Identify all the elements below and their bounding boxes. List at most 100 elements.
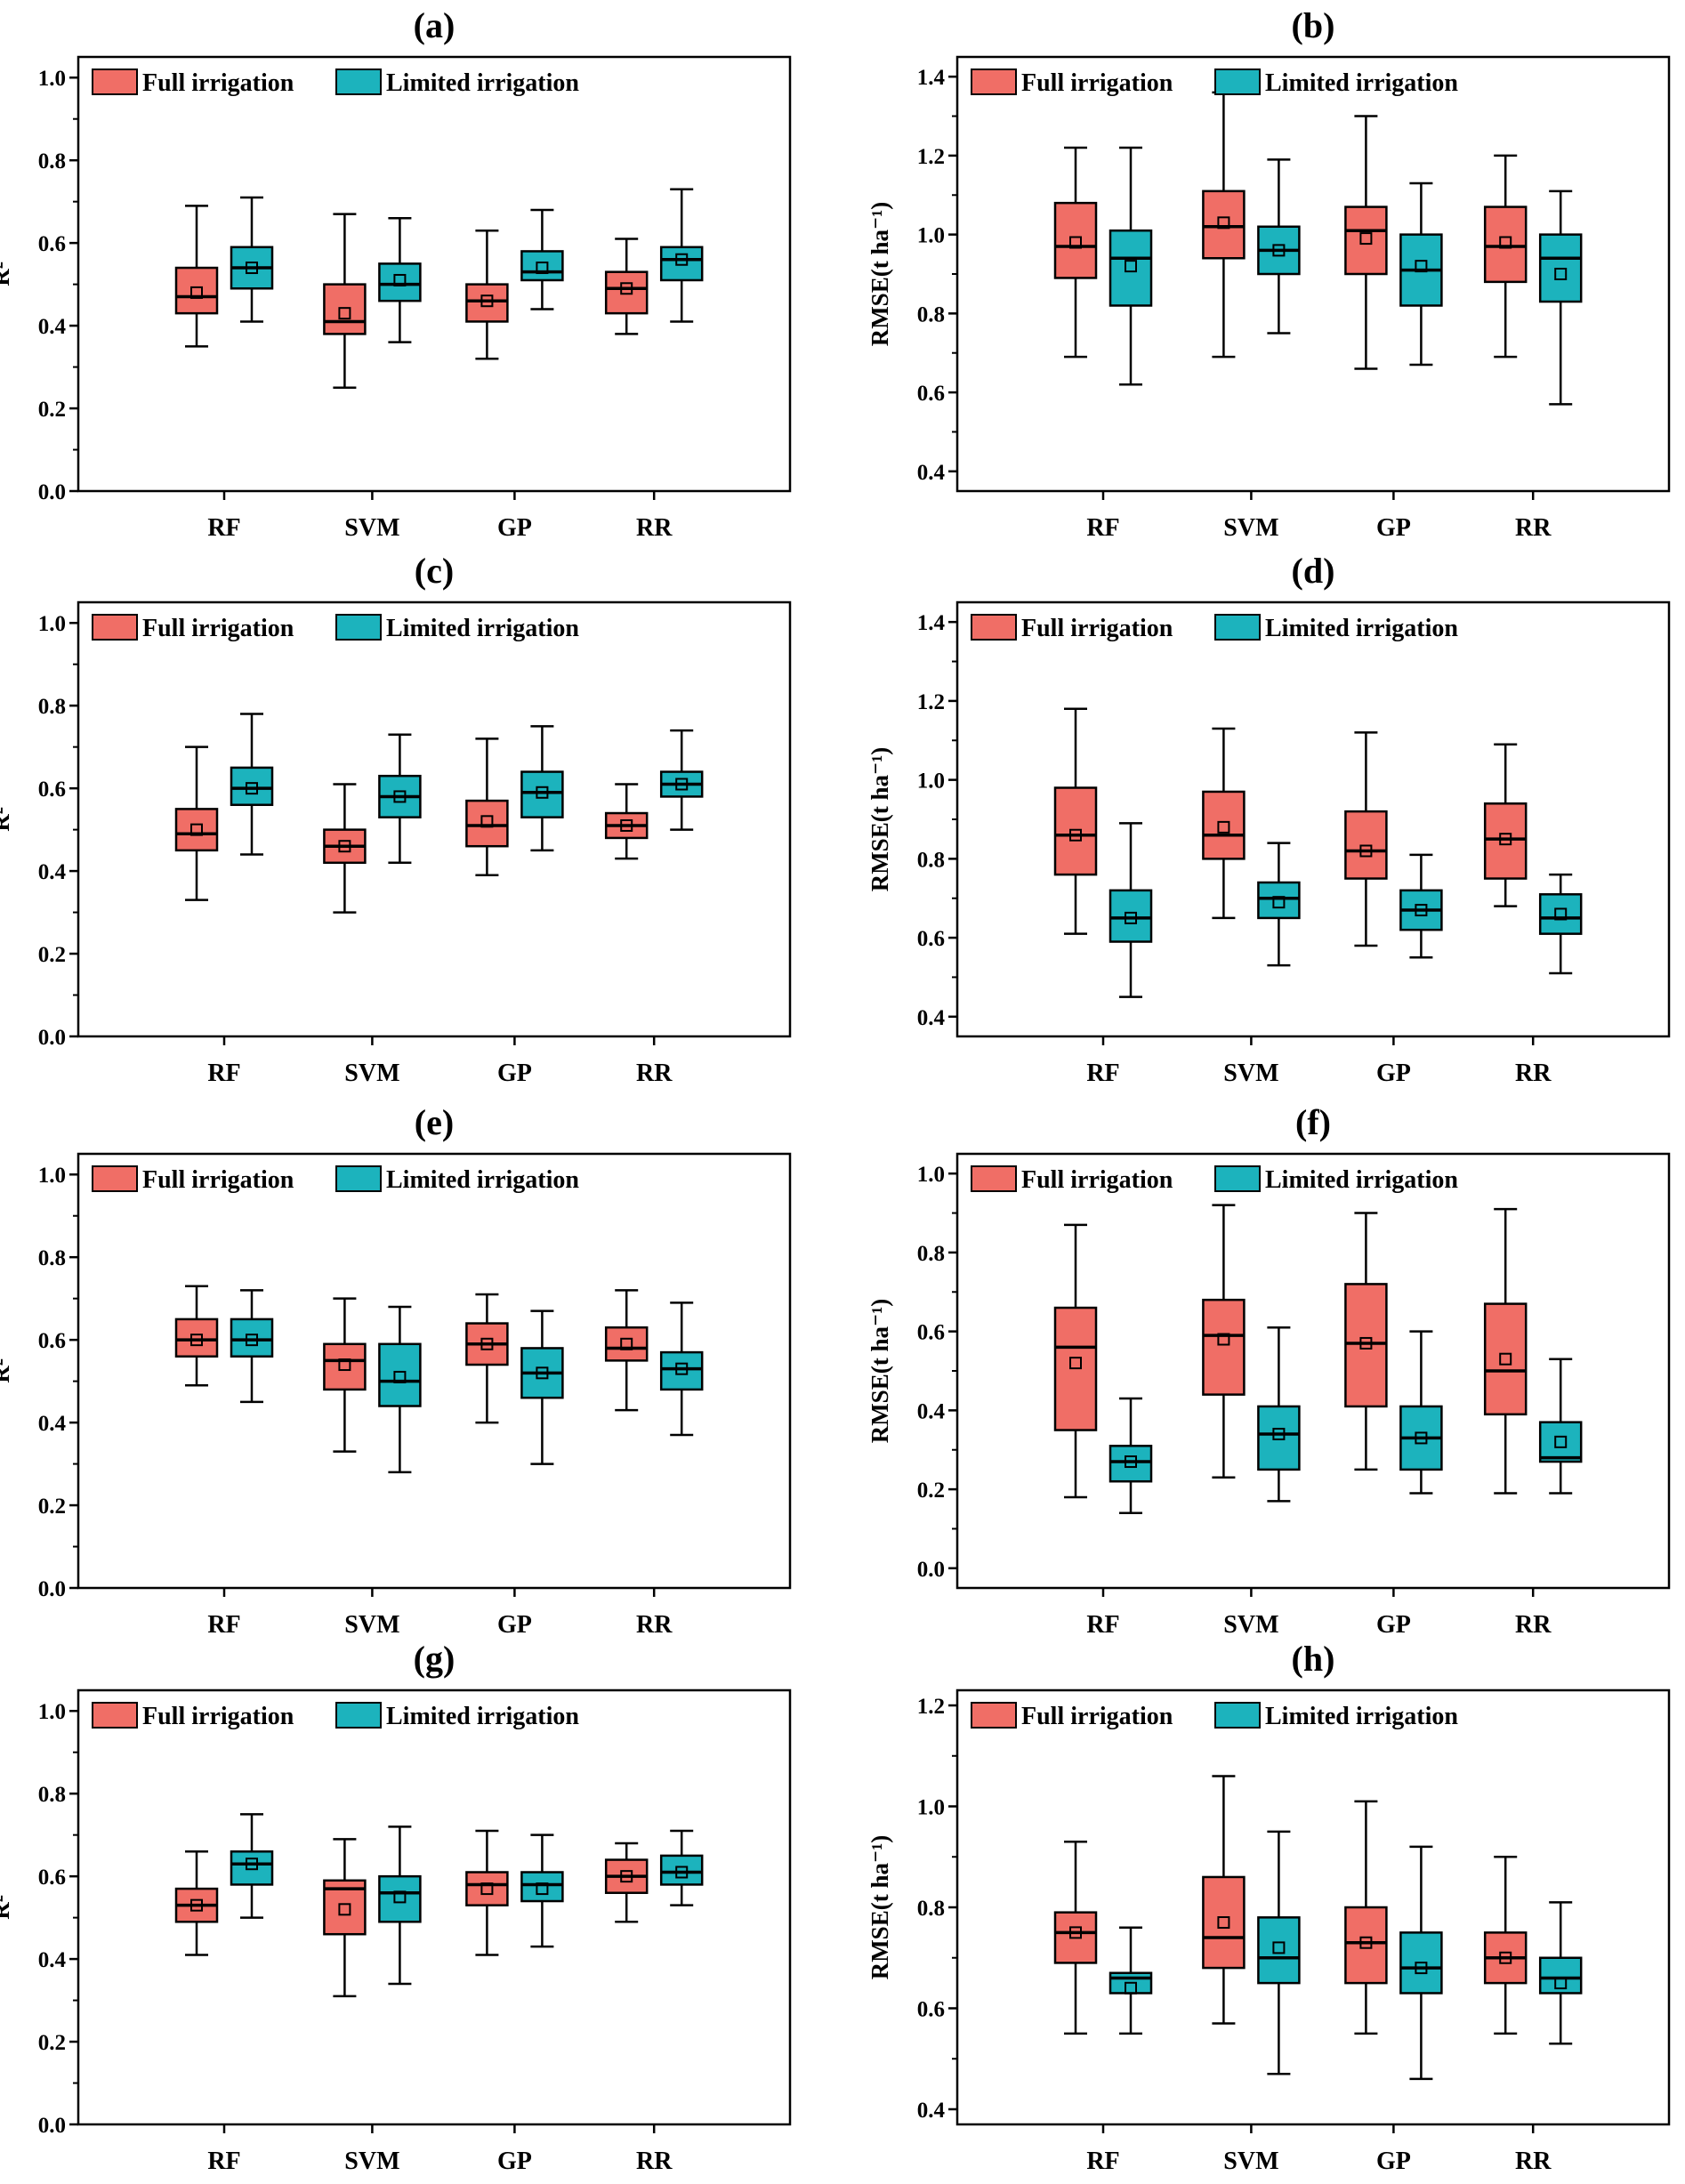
iqr-box [1109,889,1153,943]
panel-a: (a) 0.0 0.2 0.4 0.6 0.8 1.0 R² RF SVM GP RR Full irr… [0,5,792,542]
y-axis-label: R² [0,807,14,832]
y-tick-label: 0.4 [917,2099,946,2123]
box-limited-irrigation [378,217,422,343]
mean-marker [190,1334,203,1347]
plot-frame [77,600,792,1038]
box-full-irrigation [1202,1775,1246,2025]
plot-frame [77,1152,792,1590]
iqr-box [1538,893,1583,935]
panel-g: (g) 0.0 0.2 0.4 0.6 0.8 1.0 R² RF SVM GP RR Full irr… [0,1639,792,2175]
box-full-irrigation [604,238,649,335]
y-tick-label: 0.4 [917,1006,946,1030]
mean-marker [1125,1455,1137,1469]
plot-frame [77,55,792,493]
mean-marker [1069,1926,1082,1939]
mean-marker [338,307,351,320]
box-limited-irrigation [1538,1358,1583,1495]
legend-swatch-full [971,614,1017,641]
box-full-irrigation [1202,727,1246,920]
panel-f: (f) 0.0 0.2 0.4 0.6 0.8 1.0 RMSE(t ha⁻¹) RF SVM GP… [867,1102,1671,1639]
iqr-box [1344,1283,1388,1408]
mean-marker [1359,232,1373,246]
y-tick-label: 0.4 [38,860,67,884]
mean-marker [1499,1352,1512,1366]
legend-label-limited: Limited irrigation [386,1703,579,1730]
y-axis-label: RMSE(t ha⁻¹) [867,747,893,892]
box-full-irrigation [1344,731,1388,947]
iqr-box [1109,229,1153,307]
y-tick-label: 1.2 [917,690,945,714]
legend-swatch-limited [335,614,382,641]
iqr-box [1257,1405,1301,1471]
box-limited-irrigation [659,1302,704,1437]
box-limited-irrigation [1399,1330,1443,1495]
mean-marker [1272,896,1286,909]
legend-label-limited: Limited irrigation [386,1166,579,1194]
iqr-box [1053,201,1098,279]
y-axis-label: RMSE(t ha⁻¹) [867,1835,893,1980]
box-full-irrigation [1344,1212,1388,1471]
legend-label-limited: Limited irrigation [386,69,579,97]
box-limited-irrigation [1109,822,1153,998]
box-limited-irrigation [230,1289,274,1404]
y-tick-label: 1.4 [917,611,946,635]
iqr-box [1053,786,1098,876]
iqr-box [659,246,704,282]
iqr-box [1202,1298,1246,1396]
y-tick-label: 1.0 [917,1163,945,1187]
y-tick-label: 0.6 [917,1997,945,2021]
legend-swatch-full [971,69,1017,95]
mean-marker [1499,833,1512,846]
box-full-irrigation [465,1293,509,1424]
category-label: GP [1376,514,1411,542]
legend-swatch-full [92,614,138,641]
mean-marker [1069,236,1082,249]
category-label: SVM [344,1611,399,1639]
mean-marker [1272,1427,1286,1440]
legend-swatch-full [92,69,138,95]
category-label: RR [1515,514,1552,542]
mean-marker [1554,1435,1568,1448]
box-full-irrigation [1344,115,1388,370]
category-label: GP [497,514,532,542]
iqr-box [230,1318,274,1358]
iqr-box [323,1342,367,1391]
category-label: RF [207,514,240,542]
panel-label: (d) [1292,551,1335,591]
panel-label: (g) [414,1639,456,1679]
box-limited-irrigation [230,196,274,323]
iqr-box [1109,1445,1153,1483]
y-tick-label: 1.0 [917,224,945,248]
y-tick-label: 0.8 [917,1897,945,1921]
iqr-box [604,1326,649,1362]
legend-label-full: Full irrigation [142,1703,294,1730]
y-tick-label: 0.0 [38,1577,66,1601]
y-tick-label: 0.0 [38,480,66,504]
mean-marker [536,1366,549,1380]
legend-label-full: Full irrigation [1021,69,1173,97]
category-label: SVM [1223,1060,1278,1087]
category-label: RF [207,2148,240,2175]
category-label: SVM [344,2148,399,2175]
mean-marker [246,262,258,275]
y-tick-label: 0.2 [38,2031,66,2055]
mean-marker [338,1358,351,1372]
legend-label-full: Full irrigation [142,69,294,97]
box-full-irrigation [174,1285,219,1387]
iqr-box [1257,881,1301,920]
mean-marker [480,815,494,828]
iqr-box [520,770,564,818]
box-limited-irrigation [520,1833,564,1948]
legend-label-limited: Limited irrigation [1265,69,1458,97]
category-label: RR [1515,2148,1552,2175]
box-limited-irrigation [1257,1326,1301,1503]
mean-marker [338,1903,351,1916]
y-tick-label: 0.8 [917,1242,945,1266]
legend-label-full: Full irrigation [1021,615,1173,642]
iqr-box [1483,206,1528,284]
plot-frame [955,1688,1671,2126]
iqr-box [230,766,274,806]
mean-marker [1217,1916,1230,1930]
legend-label-limited: Limited irrigation [1265,615,1458,642]
